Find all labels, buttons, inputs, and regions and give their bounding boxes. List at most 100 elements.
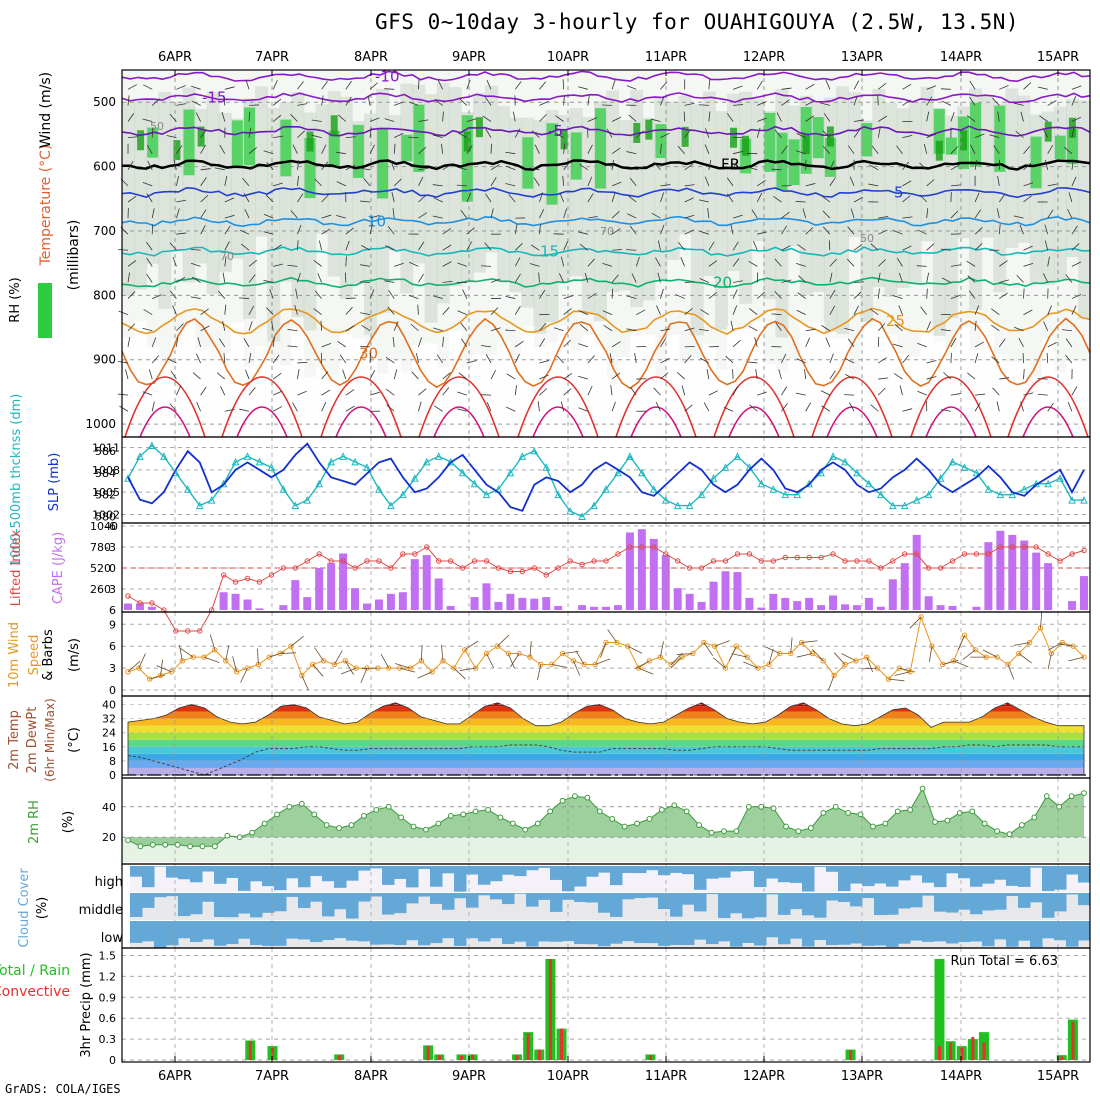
wind-barb bbox=[805, 328, 816, 332]
wind-barb bbox=[829, 305, 836, 315]
dry-band bbox=[267, 361, 281, 437]
rh-marker bbox=[671, 802, 678, 809]
cloud-bar bbox=[970, 866, 983, 887]
dewpt-axis-label: 2m DewPt bbox=[25, 707, 40, 774]
rh-marker bbox=[311, 811, 318, 818]
wind-barb bbox=[1023, 82, 1032, 90]
wind-barb bbox=[684, 281, 695, 283]
cape-bar bbox=[1044, 563, 1053, 610]
isotherm-label: 15 bbox=[540, 243, 559, 261]
isotherm-contour bbox=[121, 317, 1091, 390]
wind-barb bbox=[553, 327, 564, 332]
wind-barb bbox=[611, 192, 616, 203]
cloud-bar bbox=[694, 893, 707, 912]
wind-barb bbox=[755, 369, 758, 380]
wind-barb bbox=[1071, 225, 1078, 235]
cloud-bar bbox=[646, 866, 659, 871]
wind-barb bbox=[224, 197, 235, 203]
dry-band bbox=[388, 361, 402, 437]
thickness-marker bbox=[733, 452, 742, 460]
wind-barb bbox=[656, 305, 661, 315]
rh-shade-band bbox=[158, 91, 172, 309]
wind-barb bbox=[388, 290, 395, 299]
cloud-bar bbox=[574, 866, 587, 887]
wind-barb bbox=[1046, 352, 1049, 363]
cloud-bar bbox=[298, 921, 311, 940]
cloud-bar bbox=[166, 921, 179, 946]
wind-barb bbox=[1047, 342, 1057, 348]
lifted-marker bbox=[555, 565, 561, 571]
cape-bar bbox=[721, 571, 730, 610]
cloud-bar bbox=[814, 893, 827, 918]
wind-barb bbox=[313, 260, 322, 267]
wind-barb bbox=[743, 661, 759, 669]
cloud-bar bbox=[754, 866, 767, 888]
temp-bands bbox=[128, 702, 1084, 775]
thickness-marker bbox=[1020, 485, 1029, 493]
lifted-marker bbox=[507, 568, 514, 575]
cloud-bar bbox=[598, 866, 611, 873]
isotherm-label: 10 bbox=[367, 212, 386, 230]
wind-barb bbox=[844, 358, 855, 364]
cloud-bar bbox=[262, 921, 275, 946]
cloud-bar bbox=[922, 921, 935, 942]
cape-bar bbox=[303, 597, 312, 610]
wind-barb bbox=[627, 213, 637, 219]
isotherm-label: 20 bbox=[713, 273, 732, 291]
rh-marker bbox=[919, 785, 926, 792]
cloud-bar bbox=[886, 893, 899, 915]
cloud-bar bbox=[334, 866, 347, 888]
wind-barb bbox=[490, 278, 501, 283]
run-total-label: Run Total = 6.63 bbox=[950, 954, 1058, 969]
wind-barb bbox=[655, 257, 661, 267]
bottom-date-label: 15APR bbox=[1037, 1069, 1079, 1084]
thickness-marker bbox=[685, 501, 694, 510]
wind-barb bbox=[551, 664, 568, 668]
wind-barb bbox=[611, 181, 622, 187]
wind-speed-marker bbox=[548, 661, 555, 668]
cloud-bar bbox=[694, 866, 707, 890]
cloud-bar bbox=[538, 893, 551, 900]
isotherm-label: -10 bbox=[375, 67, 400, 85]
dry-band bbox=[981, 322, 995, 437]
wind-barb bbox=[732, 339, 741, 348]
wind-barb bbox=[418, 388, 427, 396]
rh-shade-band bbox=[835, 86, 849, 334]
wind-barb bbox=[248, 305, 255, 315]
cape-bar bbox=[590, 606, 599, 610]
wind-barb bbox=[146, 193, 153, 203]
wind-barb bbox=[587, 144, 593, 154]
cape-bar bbox=[398, 592, 407, 610]
wind-barb bbox=[239, 297, 250, 299]
cape-bar bbox=[972, 606, 981, 610]
wind-barb bbox=[457, 310, 467, 316]
wind-barb bbox=[636, 165, 646, 171]
cape-bar bbox=[327, 563, 336, 610]
profile-ytick-label: 700 bbox=[93, 224, 116, 238]
wind-barb bbox=[798, 275, 806, 283]
dry-band bbox=[702, 344, 716, 437]
wind-barb bbox=[756, 127, 761, 138]
wind-barb bbox=[748, 260, 758, 267]
dry-band bbox=[315, 367, 329, 437]
wind-barb bbox=[392, 336, 395, 347]
cloud-bar bbox=[502, 921, 515, 945]
lifted-marker bbox=[854, 558, 860, 564]
rh-shade-band bbox=[267, 107, 281, 342]
wind-barb bbox=[321, 194, 329, 203]
wind-barb bbox=[796, 653, 813, 658]
wind-barb bbox=[660, 328, 671, 332]
cloud-bar bbox=[430, 893, 443, 904]
wind-barb bbox=[684, 184, 695, 187]
wind-barb bbox=[312, 664, 324, 677]
wind-barb bbox=[321, 95, 324, 106]
cloud-bar bbox=[298, 866, 311, 888]
rh-dark-green-band bbox=[645, 119, 653, 140]
wind-barb bbox=[222, 272, 226, 283]
rh-contour-label: 70 bbox=[600, 225, 614, 238]
wind-barb bbox=[345, 164, 355, 171]
wind-barb bbox=[554, 132, 564, 138]
cloud-bar bbox=[1066, 866, 1079, 875]
cloud-bar bbox=[454, 893, 467, 899]
wind-barb bbox=[272, 372, 282, 380]
